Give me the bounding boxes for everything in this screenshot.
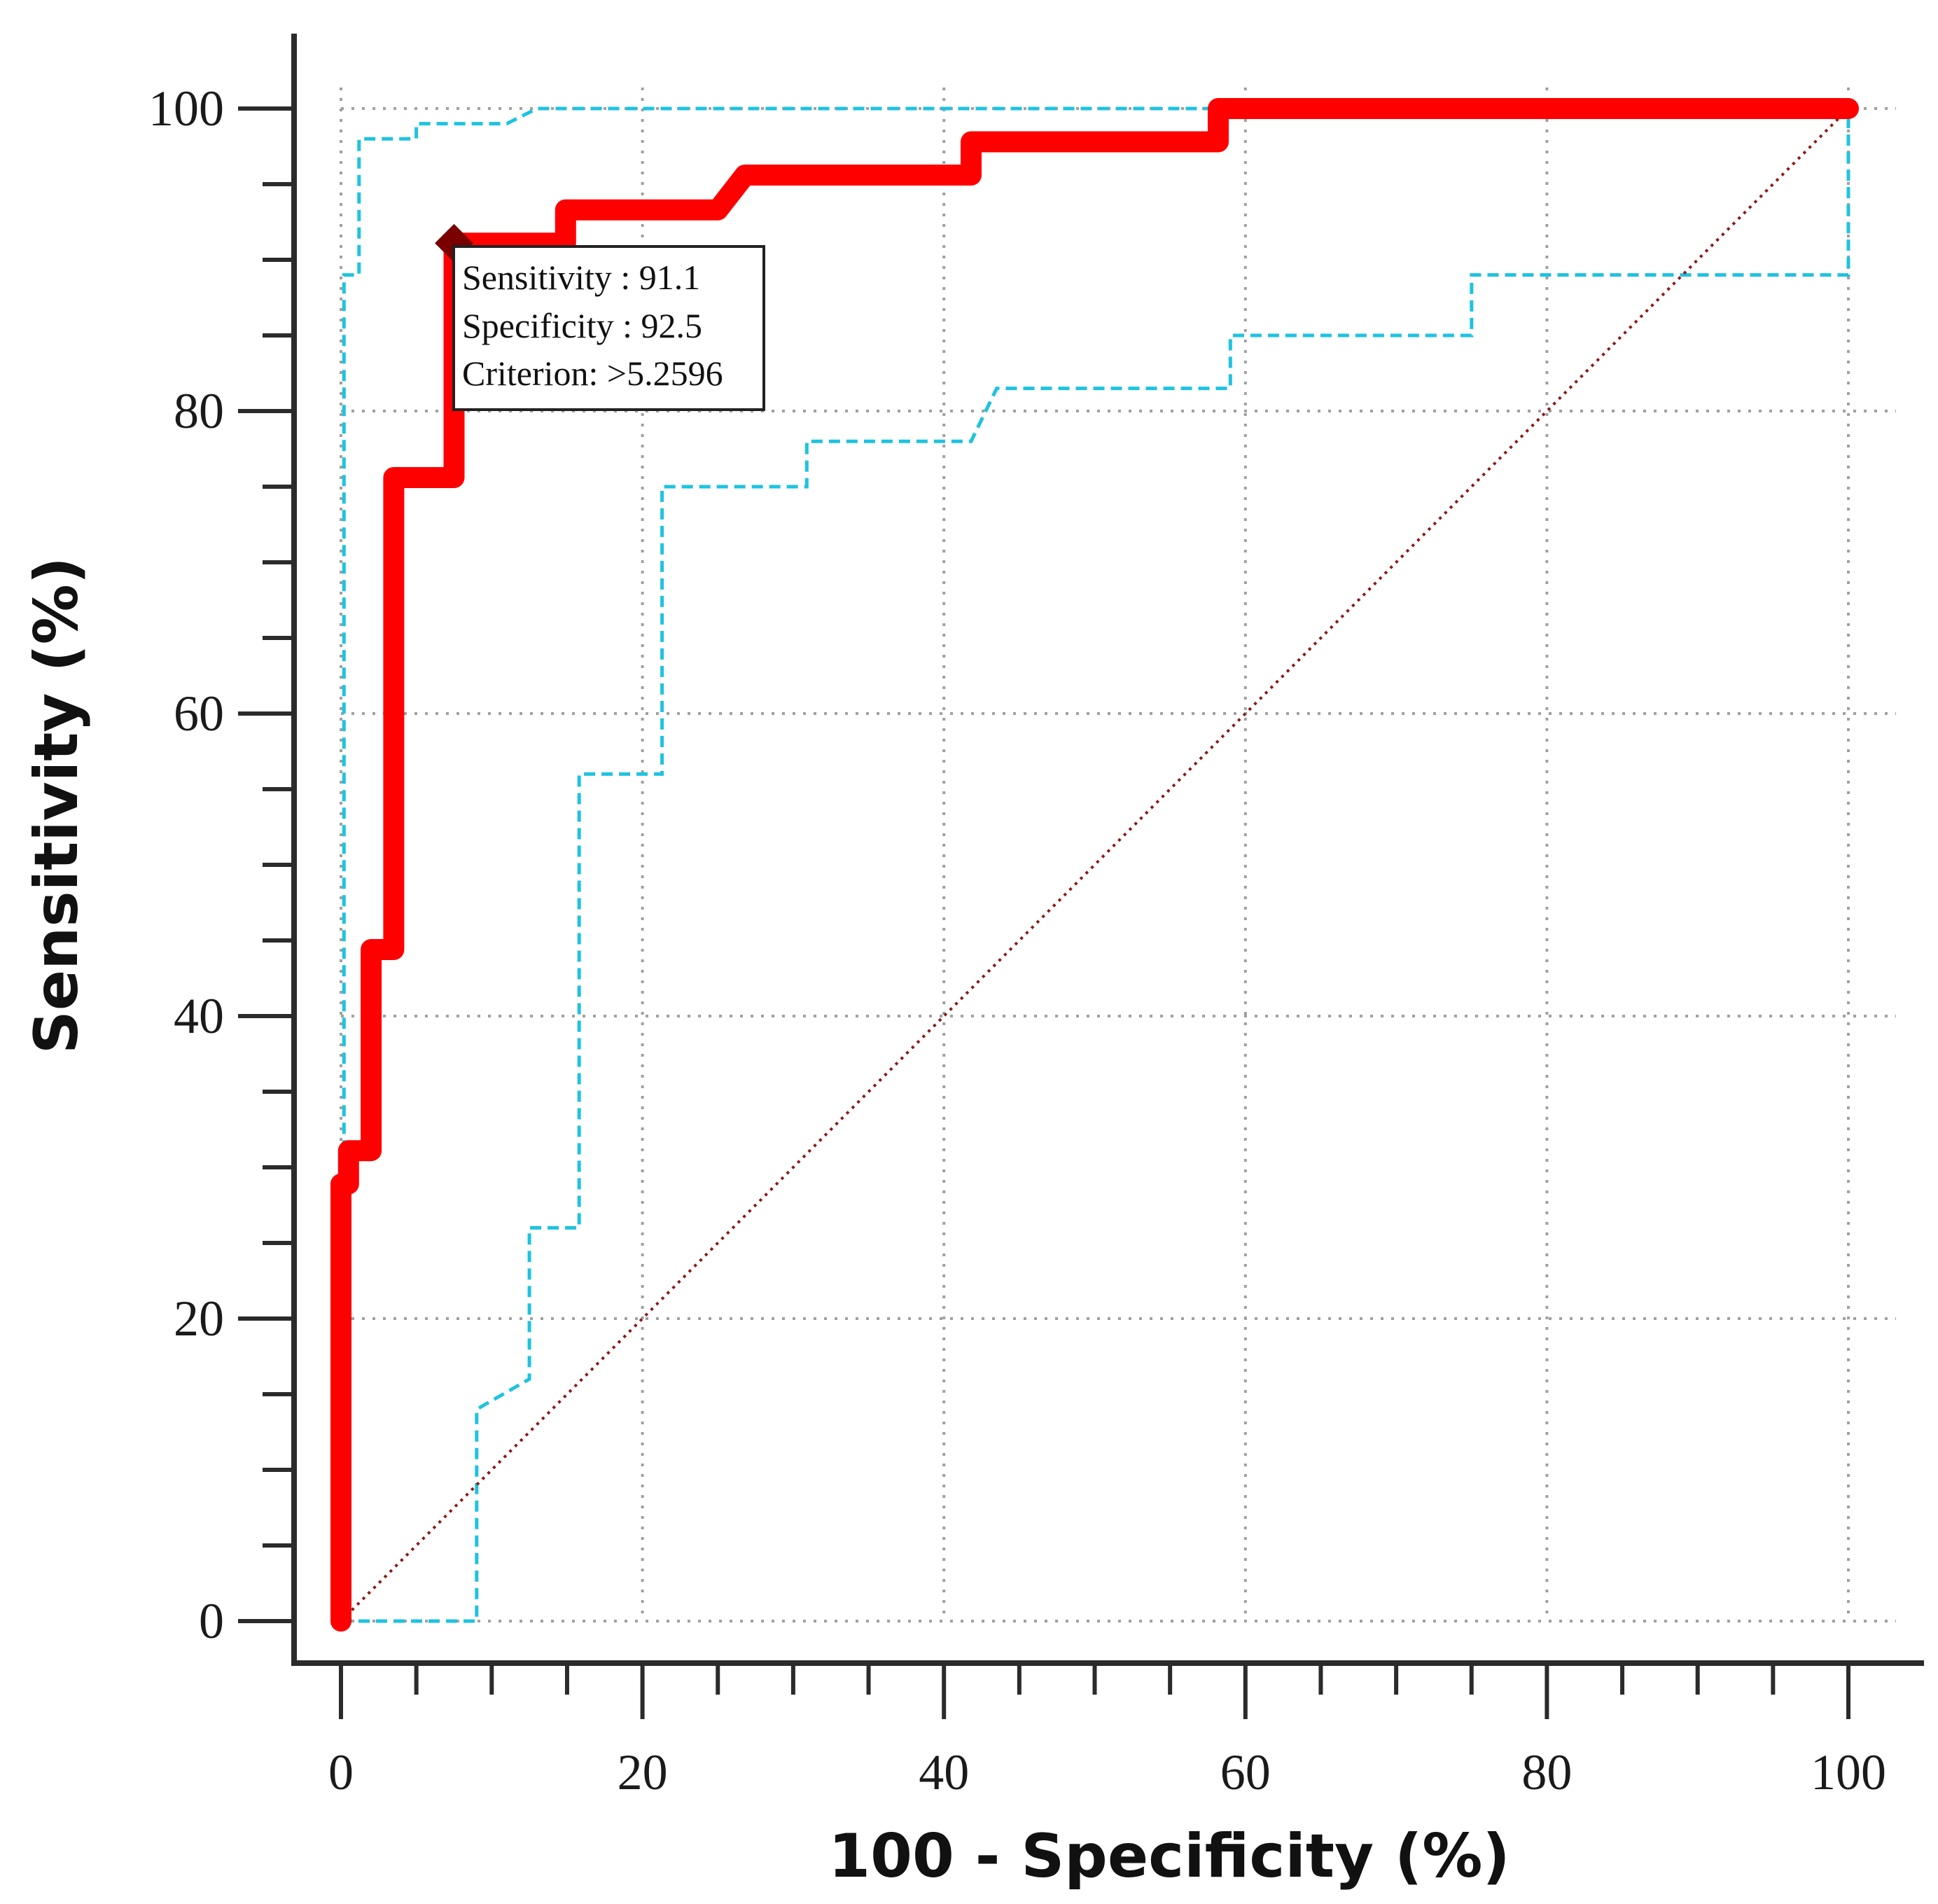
y-axis-title: Sensitivity (%)	[22, 557, 92, 1054]
annotation-box	[452, 245, 765, 411]
lower-ci-line	[341, 109, 1850, 1623]
x-axis-title: 100 - Specificity (%)	[828, 1821, 1510, 1891]
annotation-specificity: Specificity : 92.5	[462, 306, 702, 345]
x-tick-label: 0	[328, 1744, 354, 1800]
x-tick-label: 40	[919, 1744, 969, 1800]
annotation-criterion: Criterion: >5.2596	[462, 354, 723, 393]
y-tick-label: 20	[174, 1291, 224, 1347]
y-tick-label: 40	[174, 988, 224, 1044]
y-tick-label: 0	[199, 1593, 224, 1649]
x-tick-label: 60	[1220, 1744, 1271, 1800]
x-tick-label: 80	[1521, 1744, 1572, 1800]
reference-diagonal-line	[340, 107, 1850, 1622]
x-tick-label: 20	[618, 1744, 668, 1800]
x-tick-label: 100	[1811, 1744, 1886, 1800]
ticks: 0 20 40 60 80 100 0 20 40 60 80 100	[148, 81, 1886, 1800]
y-tick-label: 60	[174, 686, 224, 742]
y-tick-label: 100	[148, 81, 224, 137]
criterion-annotation: Sensitivity : 91.1 Specificity : 92.5 Cr…	[452, 245, 765, 411]
annotation-sensitivity: Sensitivity : 91.1	[462, 258, 700, 297]
y-tick-label: 80	[174, 383, 224, 439]
axes	[291, 34, 1924, 1666]
